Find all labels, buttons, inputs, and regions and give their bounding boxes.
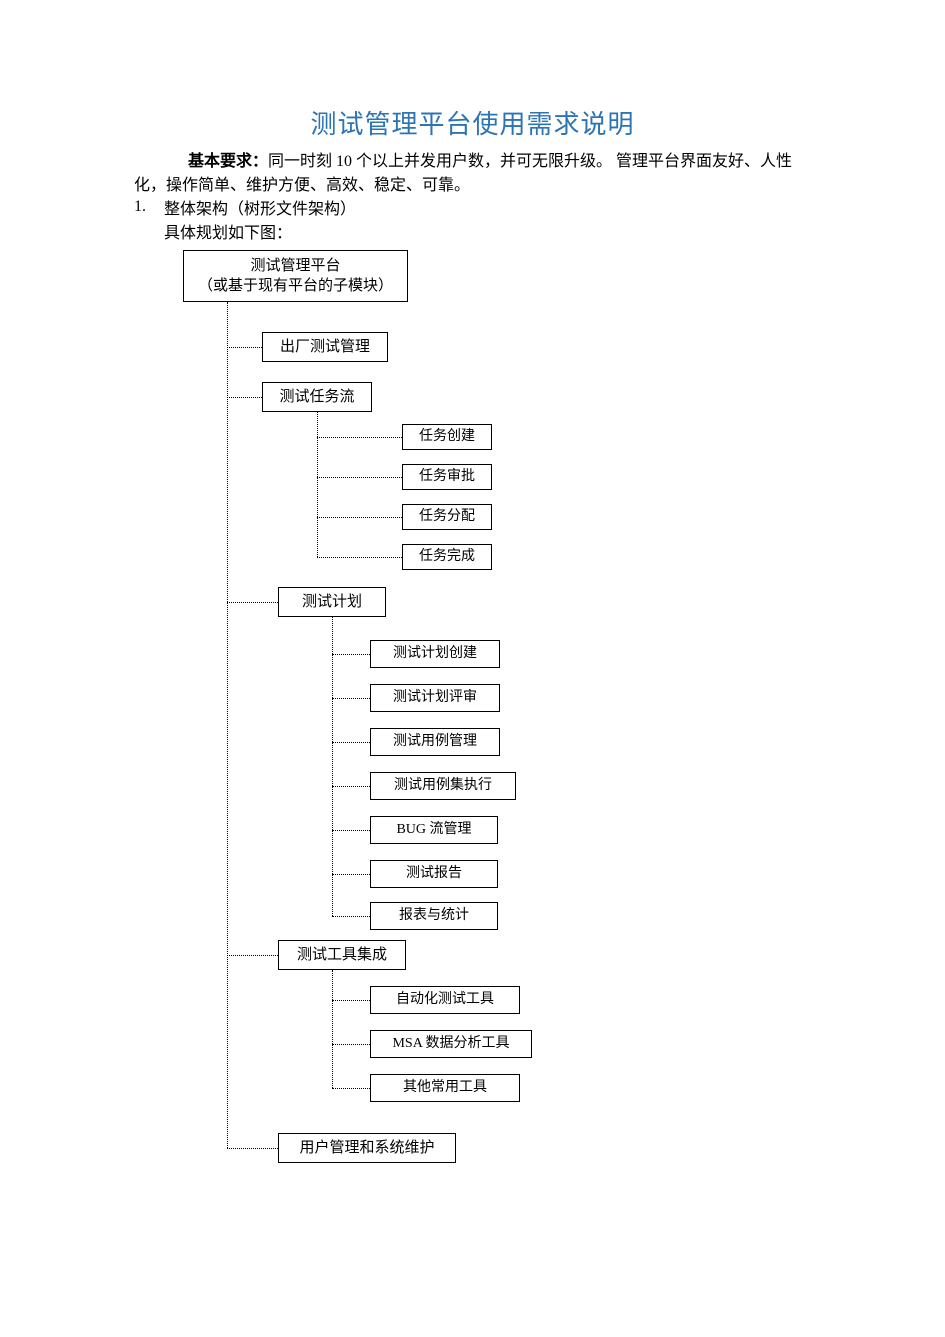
tree-connector-h <box>317 437 402 438</box>
tree-level2-node: 报表与统计 <box>370 902 498 930</box>
tree-level2-node: 任务创建 <box>402 424 492 450</box>
tree-connector-h <box>332 1088 370 1089</box>
tree-connector-h <box>332 874 370 875</box>
tree-level2-node: 测试用例管理 <box>370 728 500 756</box>
document-page: 测试管理平台使用需求说明 基本要求：同一时刻 10 个以上并发用户数，并可无限升… <box>0 0 945 1337</box>
tree-connector-v <box>332 970 333 1088</box>
tree-connector-h <box>317 477 402 478</box>
tree-level2-node: 测试计划创建 <box>370 640 500 668</box>
section1-title: 整体架构（树形文件架构） <box>164 198 356 222</box>
tree-root-node: 测试管理平台（或基于现有平台的子模块） <box>183 250 408 302</box>
tree-level1-node: 出厂测试管理 <box>262 332 388 362</box>
tree-connector-h <box>332 654 370 655</box>
root-line1: 测试管理平台 <box>198 256 393 276</box>
tree-connector-h <box>332 742 370 743</box>
tree-connector-h <box>332 830 370 831</box>
tree-level2-node: 自动化测试工具 <box>370 986 520 1014</box>
tree-connector-h <box>332 698 370 699</box>
tree-level2-node: 测试计划评审 <box>370 684 500 712</box>
tree-connector-h <box>332 1000 370 1001</box>
tree-connector-h <box>332 786 370 787</box>
tree-connector-h <box>227 1148 278 1149</box>
tree-connector-v <box>227 302 228 1148</box>
tree-level2-node: 测试用例集执行 <box>370 772 516 800</box>
tree-level1-node: 测试任务流 <box>262 382 372 412</box>
tree-connector-v <box>332 617 333 916</box>
root-line2: （或基于现有平台的子模块） <box>198 276 393 296</box>
tree-level1-node: 测试计划 <box>278 587 386 617</box>
requirement-line2: 化，操作简单、维护方便、高效、稳定、可靠。 <box>134 174 470 198</box>
tree-level2-node: BUG 流管理 <box>370 816 498 844</box>
tree-connector-h <box>227 397 262 398</box>
tree-level1-node: 测试工具集成 <box>278 940 406 970</box>
tree-connector-h <box>332 1044 370 1045</box>
tree-connector-v <box>317 412 318 557</box>
document-title: 测试管理平台使用需求说明 <box>0 104 945 141</box>
section1-num: 1. <box>134 198 146 216</box>
tree-connector-h <box>227 347 262 348</box>
requirement-line1: 基本要求：同一时刻 10 个以上并发用户数，并可无限升级。 管理平台界面友好、人… <box>188 150 792 174</box>
tree-connector-h <box>317 557 402 558</box>
tree-connector-h <box>332 916 370 917</box>
tree-level2-node: MSA 数据分析工具 <box>370 1030 532 1058</box>
tree-connector-h <box>227 955 278 956</box>
tree-level2-node: 任务分配 <box>402 504 492 530</box>
tree-level2-node: 任务审批 <box>402 464 492 490</box>
tree-connector-h <box>227 602 278 603</box>
tree-level2-node: 其他常用工具 <box>370 1074 520 1102</box>
tree-level2-node: 测试报告 <box>370 860 498 888</box>
tree-connector-h <box>317 517 402 518</box>
requirement-text1: 同一时刻 10 个以上并发用户数，并可无限升级。 管理平台界面友好、人性 <box>268 153 792 170</box>
section1-sub: 具体规划如下图： <box>164 222 292 246</box>
requirement-label: 基本要求： <box>188 153 268 170</box>
tree-level2-node: 任务完成 <box>402 544 492 570</box>
tree-level1-node: 用户管理和系统维护 <box>278 1133 456 1163</box>
